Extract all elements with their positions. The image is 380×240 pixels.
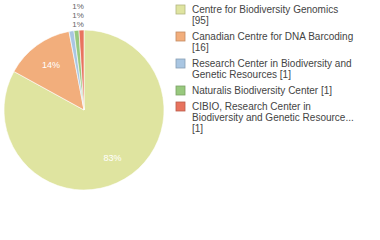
- legend-swatch: [176, 86, 185, 95]
- legend-swatch: [176, 59, 185, 68]
- chart: 83%14%1%1%1%Centre for Biodiversity Geno…: [0, 0, 380, 240]
- legend-label: Research Center in Biodiversity andGenet…: [192, 58, 352, 80]
- data-label: 1%: [72, 2, 84, 11]
- pie-slice: [14, 31, 84, 110]
- data-label: 14%: [42, 60, 60, 70]
- data-label: 1%: [72, 20, 84, 29]
- data-labels: 83%14%1%1%1%: [42, 2, 121, 163]
- pie-slice: [4, 30, 164, 190]
- pie-slice: [74, 30, 84, 110]
- legend-label: Centre for Biodiversity Genomics[95]: [192, 4, 338, 26]
- legend-swatch: [176, 102, 185, 111]
- data-label: 83%: [103, 153, 121, 163]
- pie-slice: [69, 31, 84, 110]
- legend-label: CIBIO, Research Center inBiodiversity an…: [192, 101, 354, 134]
- legend-swatch: [176, 5, 185, 14]
- legend: Centre for Biodiversity Genomics[95] Cana…: [176, 4, 354, 134]
- legend-label: Canadian Centre for DNA Barcoding[16]: [192, 31, 353, 53]
- legend-label: Naturalis Biodiversity Center [1]: [192, 85, 332, 96]
- pie-slice: [79, 30, 84, 110]
- data-label: 1%: [72, 11, 84, 20]
- legend-swatch: [176, 32, 185, 41]
- pie: [4, 30, 164, 190]
